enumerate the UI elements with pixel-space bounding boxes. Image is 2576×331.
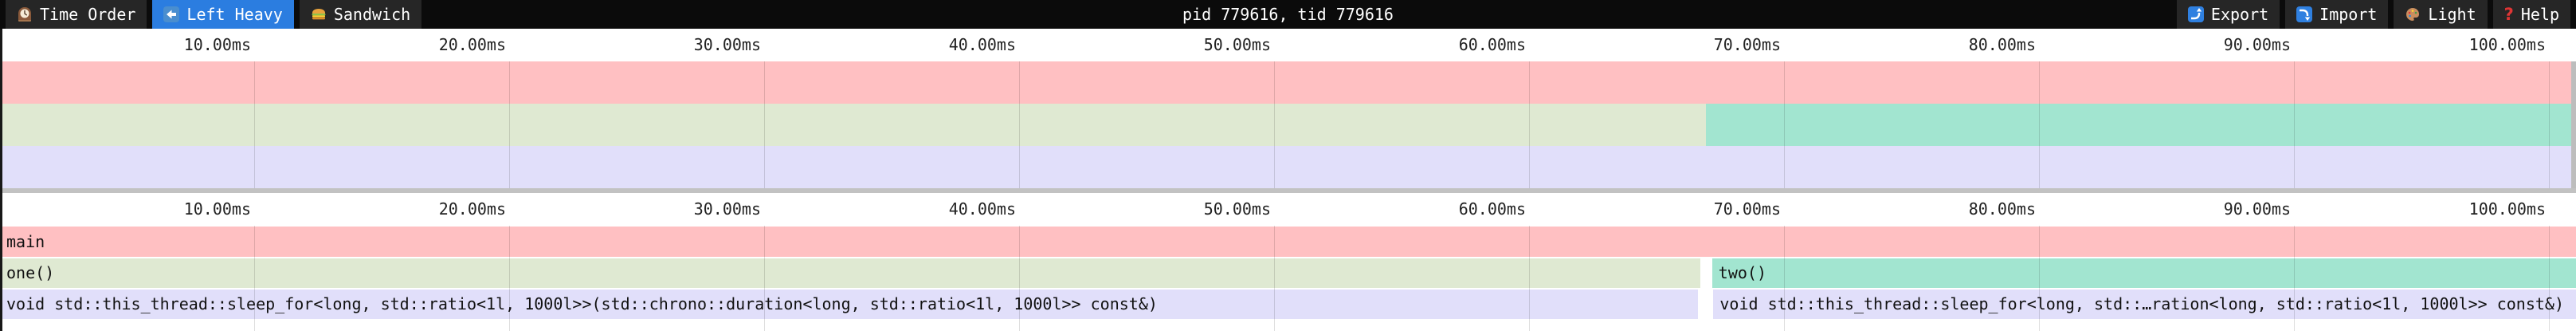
frame-label: void std::this_thread::sleep_for<long, s… bbox=[1719, 294, 2564, 313]
tab-left-heavy[interactable]: Left Heavy bbox=[152, 0, 294, 29]
tab-label: Left Heavy bbox=[186, 5, 283, 24]
tick-label: 10.00ms bbox=[183, 199, 251, 219]
tick-label: 50.00ms bbox=[1203, 199, 1271, 219]
sandwich-icon bbox=[311, 6, 327, 22]
page-title: pid 779616, tid 779616 bbox=[1182, 5, 1394, 24]
minimap-frame[interactable] bbox=[0, 61, 2576, 104]
action-label: Import bbox=[2319, 5, 2378, 24]
flame-frame[interactable]: main bbox=[0, 227, 2576, 257]
frame-label: two() bbox=[1718, 263, 1767, 282]
minimap-divider[interactable] bbox=[0, 188, 2576, 193]
frame-label: main bbox=[6, 232, 45, 251]
view-tabs: Time Order Left Heavy bbox=[0, 0, 422, 29]
flame-frame[interactable]: void std::this_thread::sleep_for<long, s… bbox=[1713, 290, 2576, 319]
tick-label: 60.00ms bbox=[1458, 35, 1526, 54]
toolbar: Time Order Left Heavy bbox=[0, 0, 2576, 29]
palette-icon bbox=[2405, 6, 2421, 22]
frame-label: void std::this_thread::sleep_for<long, s… bbox=[6, 294, 1158, 313]
flame-frame[interactable]: one() bbox=[0, 258, 1701, 288]
tick-label: 100.00ms bbox=[2468, 199, 2546, 219]
tick-label: 60.00ms bbox=[1458, 199, 1526, 219]
tick-label: 30.00ms bbox=[693, 35, 761, 54]
tick-label: 10.00ms bbox=[183, 35, 251, 54]
tick-label: 70.00ms bbox=[1713, 35, 1781, 54]
import-button[interactable]: Import bbox=[2285, 0, 2389, 29]
export-button[interactable]: Export bbox=[2176, 0, 2280, 29]
tab-label: Sandwich bbox=[333, 5, 411, 24]
time-ruler-overview: 10.00ms 20.00ms 30.00ms 40.00ms 50.00ms 60.00… bbox=[0, 29, 2576, 61]
minimap-frame[interactable] bbox=[0, 146, 2576, 188]
toolbar-actions: Export Import bbox=[2176, 0, 2576, 29]
frame-label: one() bbox=[6, 263, 55, 282]
minimap-frame[interactable] bbox=[1705, 104, 2576, 146]
tab-time-order[interactable]: Time Order bbox=[6, 0, 147, 29]
tab-sandwich[interactable]: Sandwich bbox=[299, 0, 422, 29]
export-arrow-icon bbox=[2187, 6, 2204, 22]
tick-label: 40.00ms bbox=[948, 35, 1016, 54]
tab-label: Time Order bbox=[40, 5, 136, 24]
tick-label: 20.00ms bbox=[438, 199, 506, 219]
minimap-right-edge bbox=[2571, 61, 2576, 188]
flame-frame[interactable]: void std::this_thread::sleep_for<long, s… bbox=[0, 290, 1699, 319]
tick-label: 20.00ms bbox=[438, 35, 506, 54]
import-arrow-icon bbox=[2296, 6, 2313, 22]
clock-icon bbox=[17, 6, 33, 22]
question-mark-icon: ? bbox=[2503, 5, 2514, 24]
tick-label: 90.00ms bbox=[2223, 199, 2291, 219]
time-ruler-main: 10.00ms 20.00ms 30.00ms 40.00ms 50.00ms 60.00… bbox=[0, 193, 2576, 226]
minimap-frame[interactable] bbox=[0, 104, 1706, 146]
tick-label: 50.00ms bbox=[1203, 35, 1271, 54]
theme-toggle-button[interactable]: Light bbox=[2394, 0, 2488, 29]
tick-label: 40.00ms bbox=[948, 199, 1016, 219]
tick-label: 90.00ms bbox=[2223, 35, 2291, 54]
tick-label: 80.00ms bbox=[1968, 35, 2036, 54]
tick-label: 100.00ms bbox=[2468, 35, 2546, 54]
left-arrow-icon bbox=[163, 6, 180, 22]
flame-frame[interactable]: two() bbox=[1711, 258, 2576, 288]
tick-label: 80.00ms bbox=[1968, 199, 2036, 219]
action-label: Light bbox=[2428, 5, 2476, 24]
action-label: Help bbox=[2520, 5, 2559, 24]
help-button[interactable]: ? Help bbox=[2492, 0, 2570, 29]
tick-label: 30.00ms bbox=[693, 199, 761, 219]
action-label: Export bbox=[2210, 5, 2269, 24]
tick-label: 70.00ms bbox=[1713, 199, 1781, 219]
chart-left-edge bbox=[0, 29, 2, 331]
